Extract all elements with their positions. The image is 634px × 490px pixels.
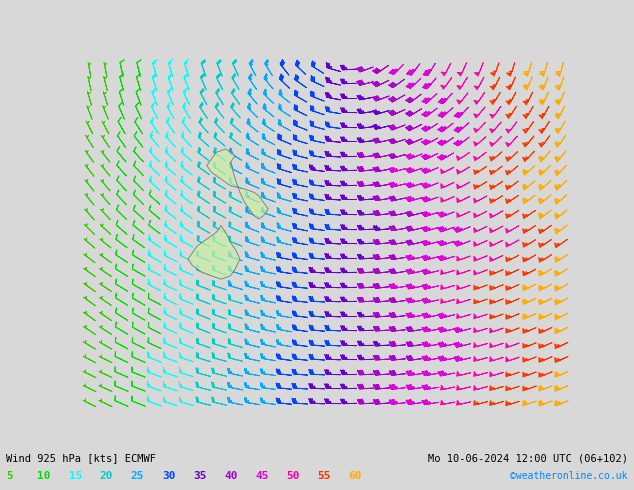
Text: 35: 35 (193, 471, 207, 481)
Polygon shape (207, 149, 268, 219)
Text: 10: 10 (37, 471, 51, 481)
Text: Wind 925 hPa [kts] ECMWF: Wind 925 hPa [kts] ECMWF (6, 453, 157, 463)
Text: Mo 10-06-2024 12:00 UTC (06+102): Mo 10-06-2024 12:00 UTC (06+102) (428, 453, 628, 463)
Text: 20: 20 (100, 471, 113, 481)
Text: 5: 5 (6, 471, 13, 481)
Text: 50: 50 (287, 471, 300, 481)
Text: 15: 15 (68, 471, 82, 481)
Text: 55: 55 (318, 471, 331, 481)
Text: 30: 30 (162, 471, 176, 481)
Text: 45: 45 (256, 471, 269, 481)
Text: 25: 25 (131, 471, 145, 481)
Text: 40: 40 (224, 471, 238, 481)
Polygon shape (188, 226, 240, 279)
Text: 60: 60 (349, 471, 362, 481)
Text: ©weatheronline.co.uk: ©weatheronline.co.uk (510, 471, 628, 481)
